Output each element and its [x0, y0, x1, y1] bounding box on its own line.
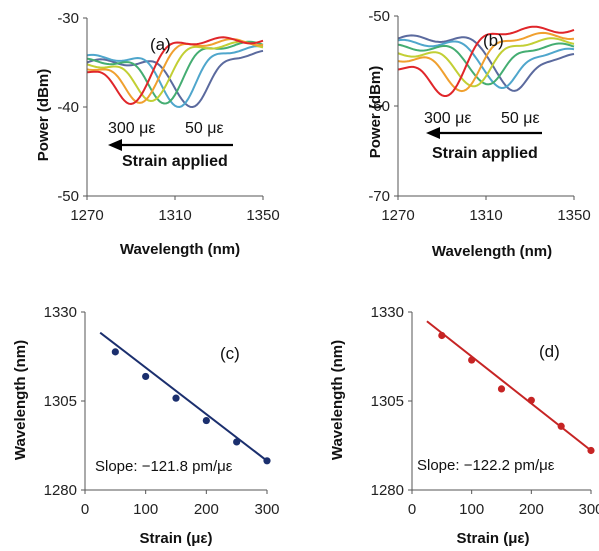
panel-c-xtick-label: 200: [194, 501, 219, 518]
panel-b-axes: -50 -60 -70 1270 1310 1350: [368, 8, 590, 224]
panel-a-arrow-head: [108, 139, 122, 151]
panel-d-ylabel: Wavelength (nm): [329, 340, 346, 460]
panel-b-ytick-label: -50: [368, 8, 390, 25]
panel-a-xtick-label: 1350: [246, 207, 279, 224]
panel-c-ytick-label: 1305: [44, 393, 77, 410]
panel-a-ytick-label: -30: [57, 10, 79, 27]
panel-b-ylabel: Power (dBm): [367, 66, 384, 159]
panel-a-xlabel: Wavelength (nm): [120, 241, 240, 258]
panel-d-xlabel: Strain (με): [457, 530, 530, 547]
panel-d-data-point: [527, 396, 535, 404]
panel-b-spectrum-line: [397, 25, 575, 97]
panel-c-data-point: [142, 372, 150, 381]
panel-a-xtick-label: 1270: [70, 207, 103, 224]
panel-b-spectrum-line: [397, 42, 575, 86]
panel-a-curves: [86, 36, 264, 109]
panel-d-xtick-label: 100: [459, 501, 484, 518]
panel-b-label-300: 300 με: [424, 110, 472, 127]
panel-d-xtick-label: 300: [578, 501, 599, 518]
panel-c-xtick-label: 300: [254, 501, 279, 518]
panel-a-spectrum-line: [86, 45, 264, 109]
panel-c-ytick-label: 1330: [44, 304, 77, 321]
panel-c-data-point: [233, 438, 241, 446]
panel-d-data-point: [497, 385, 506, 393]
panel-c-label: (c): [220, 344, 240, 363]
panel-c-ytick-label: 1280: [44, 482, 77, 499]
panel-d-slope: Slope: −122.2 pm/με: [417, 457, 555, 474]
panel-a-ylabel: Power (dBm): [35, 69, 52, 162]
panel-b-curves: [397, 25, 575, 97]
panel-d-ytick-label: 1305: [371, 393, 404, 410]
panel-b-ytick-label: -60: [368, 98, 390, 115]
panel-d-data-point: [587, 446, 595, 455]
panel-d-data-point: [438, 331, 446, 340]
panel-c-data: [99, 331, 271, 465]
panel-a-label: (a): [150, 35, 171, 54]
panel-d-ytick-label: 1330: [371, 304, 404, 321]
panel-a-axes: -30 -40 -50 1270 1310 1350: [57, 10, 279, 224]
panel-b-spectrum-line: [397, 31, 575, 93]
panel-a-spectrum-line: [86, 36, 264, 106]
panel-a: -30 -40 -50 1270 1310 1350 (a) 300 με 50 με S…: [35, 10, 280, 258]
panel-d-data: [426, 320, 595, 455]
panel-d-ytick-label: 1280: [371, 482, 404, 499]
panel-c-data-point: [263, 457, 271, 465]
panel-b-xlabel: Wavelength (nm): [432, 243, 552, 260]
panel-a-strain-text: Strain applied: [122, 153, 228, 170]
panel-c-data-point: [172, 394, 180, 402]
panel-a-ytick-label: -40: [57, 99, 79, 116]
panel-a-xtick-label: 1310: [158, 207, 191, 224]
panel-d-xtick-label: 200: [519, 501, 544, 518]
panel-d-label: (d): [539, 342, 560, 361]
panel-b-xtick-label: 1310: [469, 207, 502, 224]
panel-c-data-point: [202, 416, 210, 425]
panel-d-xtick-label: 0: [408, 501, 416, 518]
panel-a-spectrum-line: [86, 40, 264, 103]
panel-d-fit-line: [426, 320, 592, 452]
panel-b-arrow-head: [426, 127, 440, 139]
panel-c-data-point: [111, 348, 119, 356]
panel-a-ytick-label: -50: [57, 188, 79, 205]
panel-b: -50 -60 -70 1270 1310 1350 (b) 300 με 50 με S…: [367, 8, 591, 260]
panel-b-spectrum-line: [397, 37, 575, 88]
panel-b-strain-text: Strain applied: [432, 145, 538, 162]
panel-d-data-point: [468, 356, 476, 364]
panel-b-label: (b): [483, 31, 504, 50]
panel-b-xtick-label: 1350: [557, 207, 590, 224]
panel-b-spectrum-line: [397, 38, 575, 90]
panel-d-data-point: [557, 422, 565, 430]
panel-c-xlabel: Strain (με): [140, 530, 213, 547]
panel-c-ylabel: Wavelength (nm): [12, 340, 29, 460]
panel-b-label-50: 50 με: [501, 110, 540, 127]
panel-b-xtick-label: 1270: [381, 207, 414, 224]
panel-a-label-300: 300 με: [108, 120, 156, 137]
panel-a-spectrum-line: [86, 40, 264, 105]
panel-a-label-50: 50 με: [185, 120, 224, 137]
panel-c-xtick-label: 0: [81, 501, 89, 518]
panel-c-fit-line: [99, 331, 268, 462]
panel-c-slope: Slope: −121.8 pm/με: [95, 458, 233, 475]
panel-c-xtick-label: 100: [133, 501, 158, 518]
panel-b-ytick-label: -70: [368, 188, 390, 205]
